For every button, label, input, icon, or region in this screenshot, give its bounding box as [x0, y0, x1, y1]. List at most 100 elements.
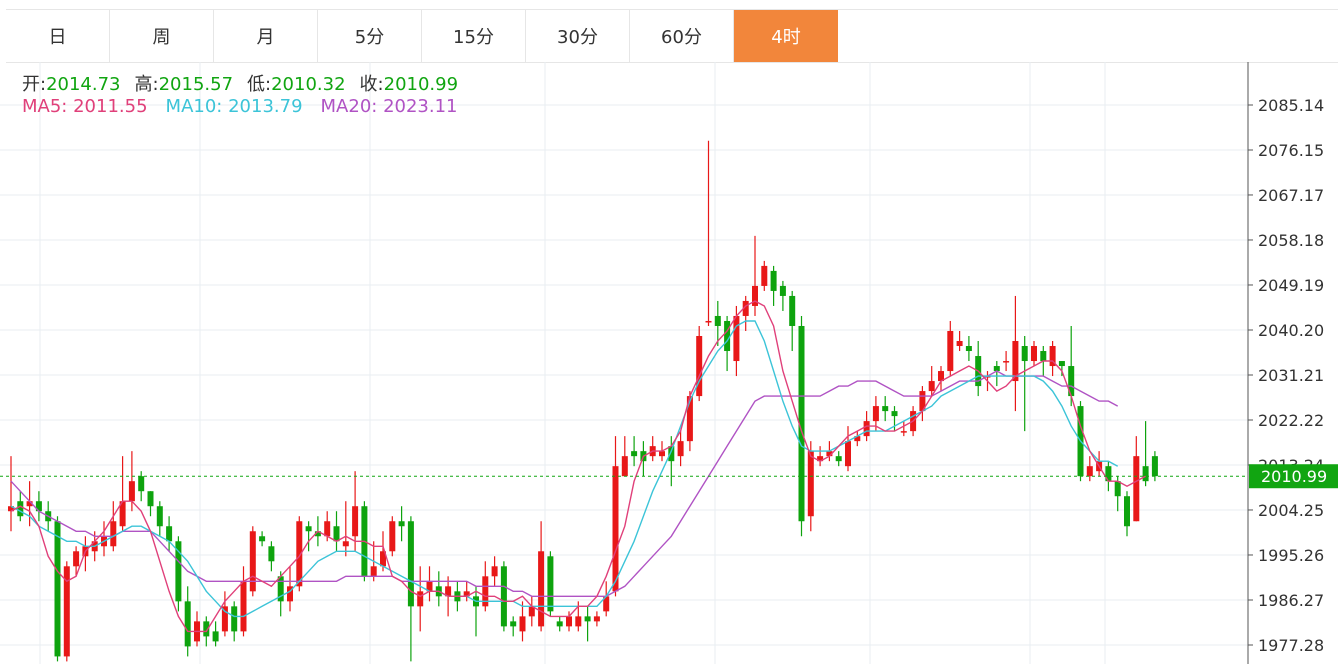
candle-body [835, 456, 842, 462]
candle-body [714, 315, 721, 326]
chart-canvas[interactable]: 2085.14 2076.15 2067.17 2058.18 2049.19 2040.… [0, 62, 1338, 664]
candle-body [1151, 456, 1158, 477]
tab-30min[interactable]: 30分 [526, 10, 630, 62]
candle-body [417, 591, 424, 607]
ma10-line [10, 320, 1119, 618]
ohlc-legend: 开: 2014.73 高: 2015.57 低: 2010.32 收: 2010.99 … [22, 74, 472, 118]
open-value: 2014.73 [46, 74, 121, 95]
tab-4hour[interactable]: 4时 [734, 10, 838, 62]
candle-body [807, 451, 814, 517]
ma5-legend: MA5: 2011.55 [22, 96, 148, 118]
candle-body [221, 606, 228, 632]
candle-body [296, 521, 303, 587]
candle-body [1124, 496, 1130, 527]
tab-month[interactable]: 月 [214, 10, 318, 62]
candle-body [259, 536, 266, 542]
candle-body [900, 431, 907, 433]
candle-body [770, 270, 777, 291]
candle-body [1003, 361, 1010, 363]
candle-body [965, 346, 972, 352]
tab-5min[interactable]: 5分 [318, 10, 422, 62]
candle-body [993, 366, 1000, 372]
candle-body [73, 551, 80, 567]
low-label: 低: [247, 74, 272, 95]
ma20-value: 2023.11 [383, 96, 458, 117]
candle-body [854, 436, 861, 442]
candle-body [240, 581, 247, 632]
candle-body [398, 521, 405, 527]
candle-body [482, 576, 489, 607]
candle-body [919, 391, 926, 412]
ma5-line [10, 300, 1146, 633]
candle-body [147, 491, 154, 507]
tab-day[interactable]: 日 [6, 10, 110, 62]
candle-body [519, 616, 526, 632]
candle-body [863, 421, 870, 437]
candle-body [686, 396, 693, 442]
candle-body [938, 371, 944, 382]
candle-body [724, 320, 731, 352]
candle-body [203, 621, 210, 637]
candle-body [63, 566, 70, 657]
candle-body [1133, 456, 1140, 522]
candle-body [668, 446, 675, 462]
high-label: 高: [134, 74, 159, 95]
candle-body [500, 566, 507, 627]
y-tick-label: 2022.22 [1258, 411, 1324, 430]
close-value: 2010.99 [383, 74, 459, 95]
candle-body [491, 566, 498, 577]
tab-week[interactable]: 周 [110, 10, 214, 62]
candle-body [1040, 351, 1047, 362]
candle-body [128, 481, 135, 502]
candle-body [380, 551, 386, 567]
candle-body [184, 601, 191, 647]
candle-body [8, 506, 14, 512]
candle-body [575, 616, 582, 627]
candle-body [705, 320, 712, 323]
open-label: 开: [22, 74, 47, 95]
candle-body [826, 451, 833, 457]
candle-body [677, 441, 684, 457]
tab-60min[interactable]: 60分 [630, 10, 734, 62]
current-price-tag [1249, 464, 1338, 489]
candle-body [789, 295, 796, 326]
candle-body [277, 576, 284, 602]
candle-body [212, 631, 219, 642]
candle-body [1142, 466, 1149, 482]
candle-body [352, 506, 359, 537]
candle-body [1031, 346, 1037, 362]
candle-body [566, 616, 572, 627]
candle-body [817, 456, 824, 462]
candle-body [947, 330, 954, 372]
y-tick-label: 2076.15 [1258, 141, 1324, 160]
candle-body [26, 501, 33, 507]
y-tick-label: 2040.20 [1258, 321, 1324, 340]
ma5-label: MA5: [22, 96, 68, 117]
candle-body [761, 265, 768, 286]
candle-body [593, 616, 600, 622]
ma10-legend: MA10: 2013.79 [166, 96, 303, 118]
candle-body [1021, 346, 1028, 362]
candle-body [528, 606, 535, 617]
y-tick-label: 2031.21 [1258, 366, 1324, 385]
candle-body [287, 586, 293, 602]
candle-body [268, 546, 275, 562]
candle-body [231, 606, 238, 632]
candle-body [407, 521, 414, 607]
candle-body [510, 621, 517, 627]
candle-body [426, 581, 433, 592]
candle-body [314, 531, 321, 537]
candle-body [1012, 341, 1019, 382]
candle-body [547, 556, 554, 612]
candle-body [659, 451, 665, 457]
candlestick-chart[interactable]: 2085.14 2076.15 2067.17 2058.18 2049.19 2040.… [0, 62, 1338, 664]
candle-body [333, 526, 340, 542]
candle-body [1049, 346, 1056, 367]
candle-body [175, 541, 182, 602]
candle-body [928, 381, 935, 392]
tab-15min[interactable]: 15分 [422, 10, 526, 62]
candle-body [166, 526, 173, 542]
y-tick-label: 2004.25 [1258, 501, 1324, 520]
candle-body [752, 285, 758, 306]
candle-body [584, 616, 591, 622]
